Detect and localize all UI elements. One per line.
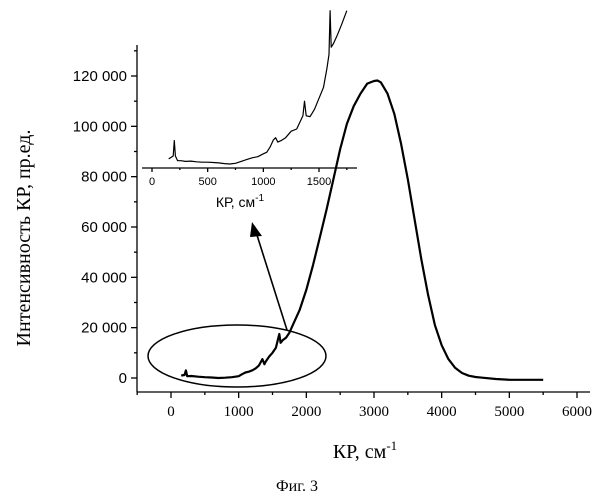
inset-x-tick-label: 0 xyxy=(149,176,155,188)
y-tick-label: 120 000 xyxy=(73,68,127,85)
main-series-line xyxy=(181,81,543,380)
inset-series-line xyxy=(169,11,347,164)
inset-x-tick-label: 1500 xyxy=(307,176,331,188)
annotations xyxy=(148,222,326,387)
main-axes xyxy=(131,45,590,398)
annotation-arrow-line xyxy=(256,232,287,330)
y-tick-label: 80 000 xyxy=(81,169,127,186)
annotation-arrow-head xyxy=(250,222,262,237)
y-axis-label: Интенсивность КР, пр.ед. xyxy=(13,130,35,347)
y-tick-label: 60 000 xyxy=(81,219,127,236)
x-tick-label: 1000 xyxy=(224,404,254,420)
x-tick-label: 5000 xyxy=(494,404,524,420)
inset-x-tick-label: 500 xyxy=(198,176,216,188)
inset-x-axis-label: КР, см-1 xyxy=(216,193,265,210)
y-tick-label: 0 xyxy=(119,370,127,387)
main-chart: 0100020003000400050006000020 00040 00060… xyxy=(13,45,592,463)
y-tick-label: 100 000 xyxy=(73,118,127,135)
highlight-ellipse xyxy=(148,325,326,387)
x-tick-label: 3000 xyxy=(359,404,389,420)
x-tick-label: 6000 xyxy=(562,404,592,420)
x-tick-label: 4000 xyxy=(427,404,457,420)
inset-chart: 0 500 1000 1500 КР, см-1 xyxy=(142,11,357,210)
y-tick-label: 20 000 xyxy=(81,320,127,337)
inset-axes xyxy=(142,168,357,172)
x-tick-label: 2000 xyxy=(291,404,321,420)
inset-x-tick-label: 1000 xyxy=(251,176,275,188)
y-tick-label: 40 000 xyxy=(81,269,127,286)
x-tick-label: 0 xyxy=(167,404,175,420)
figure-caption: Фиг. 3 xyxy=(276,478,318,495)
x-axis-label: КР, см-1 xyxy=(333,438,397,463)
